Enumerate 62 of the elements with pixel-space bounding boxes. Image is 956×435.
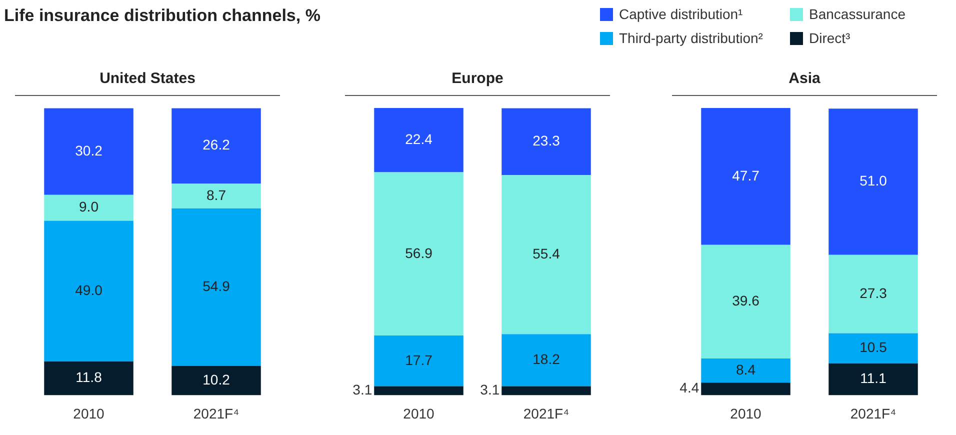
bar — [172, 183, 261, 208]
data-label: 18.2 — [532, 351, 560, 368]
bar — [374, 108, 464, 172]
data-label: 9.0 — [79, 198, 99, 215]
legend-label: Captive distribution¹ — [619, 6, 743, 22]
data-label: 27.3 — [860, 284, 888, 301]
data-label: 10.5 — [860, 339, 888, 356]
bar — [172, 108, 261, 184]
bar — [44, 108, 134, 195]
data-label: 3.1 — [352, 382, 372, 398]
x-tick-label: 2010 — [730, 405, 762, 422]
data-label: 55.4 — [532, 245, 560, 262]
data-label: 22.4 — [405, 130, 433, 147]
bar — [374, 336, 464, 386]
data-label: 51.0 — [860, 172, 888, 189]
bar — [828, 363, 918, 396]
bar — [502, 386, 591, 396]
bar — [44, 194, 134, 221]
data-label: 4.4 — [680, 380, 700, 396]
data-label: 8.7 — [206, 186, 226, 203]
data-label: 49.0 — [75, 282, 103, 298]
bar — [502, 108, 591, 176]
bar — [828, 254, 918, 334]
data-label: 3.1 — [480, 382, 500, 398]
data-label: 47.7 — [732, 167, 760, 184]
bar — [828, 108, 918, 255]
legend-label: Bancassurance — [809, 6, 906, 22]
bar — [44, 220, 134, 362]
bar — [701, 244, 790, 358]
bar — [502, 175, 591, 334]
bar — [172, 366, 261, 396]
bar — [701, 382, 790, 396]
text: Life insurance distribution channels, % — [4, 6, 320, 26]
data-label: 56.9 — [405, 244, 433, 261]
data-label: 54.9 — [202, 278, 230, 294]
data-label: 26.2 — [202, 136, 230, 153]
bar — [701, 358, 790, 383]
x-tick-label: 2021F⁴ — [193, 405, 240, 422]
data-label: 30.2 — [75, 142, 103, 158]
bar — [172, 208, 261, 366]
legend-label: Direct³ — [809, 30, 850, 46]
data-label: 39.6 — [732, 292, 760, 309]
bar — [828, 333, 918, 364]
chart-title: Asia — [672, 70, 937, 96]
chart-title: Europe — [345, 70, 610, 96]
bar — [44, 361, 134, 396]
data-label: 17.7 — [405, 352, 433, 368]
data-label: 10.2 — [202, 371, 230, 388]
chart-title: United States — [15, 70, 280, 96]
legend-label: Third-party distribution² — [619, 30, 763, 46]
data-label: 23.3 — [532, 132, 560, 149]
bar — [502, 334, 591, 386]
x-tick-label: 2021F⁴ — [523, 405, 570, 422]
data-label: 11.1 — [860, 370, 887, 386]
x-tick-label: 2010 — [73, 405, 105, 422]
data-label: 8.4 — [736, 361, 756, 378]
bar — [701, 108, 790, 245]
bar — [374, 386, 464, 396]
x-tick-label: 2010 — [403, 405, 435, 422]
data-label: 11.8 — [76, 369, 102, 386]
x-tick-label: 2021F⁴ — [850, 405, 896, 422]
bar — [374, 172, 464, 336]
